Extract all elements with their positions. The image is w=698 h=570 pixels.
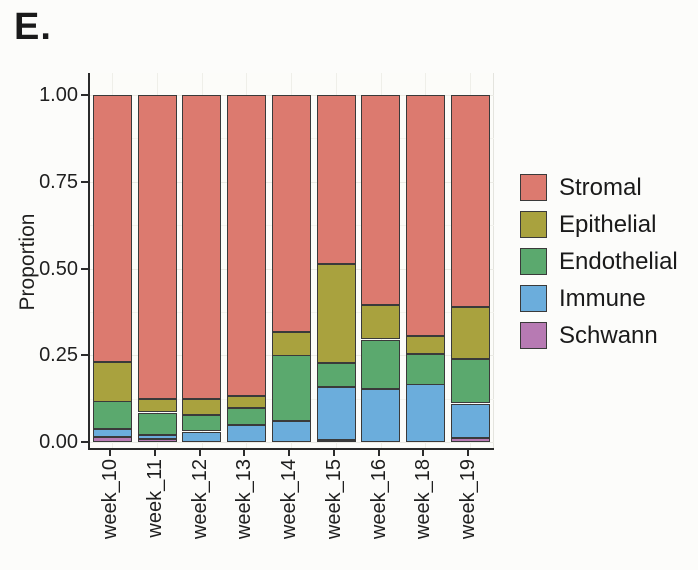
legend-label-epithelial: Epithelial bbox=[559, 210, 657, 238]
bar-segment-week_12-stromal bbox=[182, 95, 221, 399]
legend-item-epithelial: Epithelial bbox=[520, 211, 678, 238]
legend: Stromal Epithelial Endothelial Immune Schwan… bbox=[520, 174, 678, 349]
bar-segment-week_10-schwann bbox=[93, 437, 132, 442]
bar-segment-week_19-stromal bbox=[451, 95, 490, 307]
bar-segment-week_18-epithelial bbox=[406, 336, 445, 354]
bar-segment-week_10-immune bbox=[93, 429, 132, 437]
bar-segment-week_11-schwann bbox=[138, 439, 177, 442]
bar-segment-week_18-immune bbox=[406, 384, 445, 442]
panel-label: E. bbox=[14, 6, 52, 48]
bar-segment-week_16-immune bbox=[361, 389, 400, 442]
legend-item-endothelial: Endothelial bbox=[520, 248, 678, 275]
x-tick-mark bbox=[154, 450, 156, 456]
bar-segment-week_10-stromal bbox=[93, 95, 132, 362]
bar-segment-week_13-epithelial bbox=[227, 396, 266, 408]
x-tick-label-week_12: week_12 bbox=[189, 459, 211, 540]
bar-segment-week_14-endothelial bbox=[272, 355, 311, 421]
y-tick-label: 0.50 bbox=[39, 258, 78, 280]
x-tick-label-week_11: week_11 bbox=[144, 459, 166, 538]
y-tick-label: 1.00 bbox=[39, 84, 78, 106]
x-tick-label-week_15: week_15 bbox=[323, 459, 345, 540]
x-tick-mark bbox=[333, 450, 335, 456]
bar-segment-week_13-endothelial bbox=[227, 408, 266, 425]
x-tick-mark bbox=[288, 450, 290, 456]
bar-segment-week_12-epithelial bbox=[182, 399, 221, 415]
bar-segment-week_19-schwann bbox=[451, 438, 490, 442]
x-tick-mark bbox=[243, 450, 245, 456]
bar-segment-week_11-immune bbox=[138, 435, 177, 439]
bar-segment-week_13-immune bbox=[227, 425, 266, 442]
bar-segment-week_14-epithelial bbox=[272, 332, 311, 356]
x-tick-label-week_19: week_19 bbox=[457, 459, 479, 540]
y-tick-mark bbox=[81, 268, 88, 270]
bar-segment-week_12-endothelial bbox=[182, 415, 221, 431]
bar-segment-week_16-epithelial bbox=[361, 305, 400, 339]
y-tick-mark bbox=[81, 354, 88, 356]
y-tick-label: 0.00 bbox=[39, 431, 78, 453]
x-tick-mark bbox=[199, 450, 201, 456]
legend-item-immune: Immune bbox=[520, 285, 678, 312]
y-tick-mark bbox=[81, 181, 88, 183]
bar-segment-week_19-endothelial bbox=[451, 359, 490, 403]
legend-swatch-epithelial bbox=[520, 211, 547, 238]
bar-segment-week_16-stromal bbox=[361, 95, 400, 305]
plot-panel bbox=[88, 73, 494, 450]
major-gridline bbox=[90, 442, 494, 443]
bar-segment-week_10-epithelial bbox=[93, 362, 132, 402]
bar-segment-week_15-epithelial bbox=[317, 264, 356, 363]
legend-label-endothelial: Endothelial bbox=[559, 247, 678, 275]
bar-segment-week_11-endothelial bbox=[138, 413, 177, 435]
y-tick-label: 0.75 bbox=[39, 171, 78, 193]
bar-segment-week_15-endothelial bbox=[317, 363, 356, 387]
bar-segment-week_15-schwann bbox=[317, 440, 356, 442]
y-tick-mark bbox=[81, 94, 88, 96]
bar-segment-week_11-epithelial bbox=[138, 399, 177, 412]
bar-segment-week_14-stromal bbox=[272, 95, 311, 332]
x-tick-label-week_14: week_14 bbox=[278, 459, 300, 540]
legend-swatch-immune bbox=[520, 285, 547, 312]
bar-segment-week_11-stromal bbox=[138, 95, 177, 399]
y-tick-mark bbox=[81, 441, 88, 443]
bar-segment-week_15-immune bbox=[317, 387, 356, 440]
x-tick-label-week_10: week_10 bbox=[99, 459, 121, 540]
legend-item-stromal: Stromal bbox=[520, 174, 678, 201]
x-tick-label-week_18: week_18 bbox=[412, 459, 434, 540]
y-tick-label: 0.25 bbox=[39, 344, 78, 366]
panel-right-edge bbox=[493, 73, 494, 448]
legend-item-schwann: Schwann bbox=[520, 322, 678, 349]
legend-swatch-stromal bbox=[520, 174, 547, 201]
bar-segment-week_18-stromal bbox=[406, 95, 445, 336]
bar-segment-week_12-immune bbox=[182, 432, 221, 442]
legend-label-stromal: Stromal bbox=[559, 173, 642, 201]
x-tick-mark bbox=[422, 450, 424, 456]
x-tick-mark bbox=[378, 450, 380, 456]
bar-segment-week_19-epithelial bbox=[451, 307, 490, 359]
x-tick-label-week_13: week_13 bbox=[233, 459, 255, 540]
legend-label-schwann: Schwann bbox=[559, 321, 658, 349]
x-tick-label-week_16: week_16 bbox=[368, 459, 390, 540]
x-tick-mark bbox=[109, 450, 111, 456]
x-tick-mark bbox=[467, 450, 469, 456]
bar-segment-week_16-endothelial bbox=[361, 340, 400, 389]
bar-segment-week_15-stromal bbox=[317, 95, 356, 264]
legend-label-immune: Immune bbox=[559, 284, 646, 312]
bar-segment-week_14-immune bbox=[272, 421, 311, 442]
legend-swatch-schwann bbox=[520, 322, 547, 349]
bar-segment-week_19-immune bbox=[451, 404, 490, 438]
legend-swatch-endothelial bbox=[520, 248, 547, 275]
bar-segment-week_13-stromal bbox=[227, 95, 266, 396]
bar-segment-week_18-endothelial bbox=[406, 354, 445, 385]
bar-segment-week_10-endothelial bbox=[93, 401, 132, 429]
